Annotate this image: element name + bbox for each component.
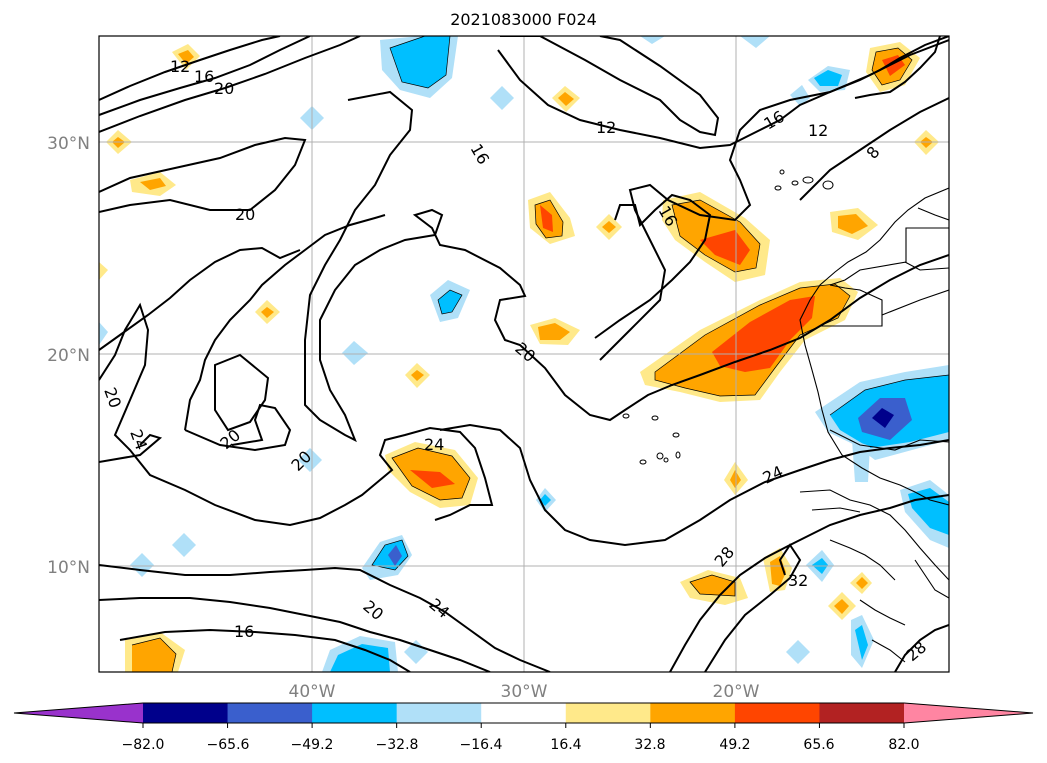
islands xyxy=(622,169,834,465)
contour-label: 16 xyxy=(234,622,254,641)
positive-anomaly-regions xyxy=(99,42,939,672)
colorbar-extend-low xyxy=(14,703,143,723)
colorbar: −82.0 −65.6 −49.2 −32.8 −16.4 16.4 32.8 … xyxy=(13,702,1034,753)
colorbar-ticks xyxy=(142,723,905,728)
lat-axis-labels: 30°N 20°N 10°N xyxy=(47,134,90,578)
lat-tick-label: 10°N xyxy=(47,558,90,578)
colorbar-segment xyxy=(481,703,567,723)
lon-tick-label: 30°W xyxy=(501,682,548,702)
contour-label: 20 xyxy=(214,79,234,98)
colorbar-tick-label: 49.2 xyxy=(719,737,750,753)
contour-label: 12 xyxy=(808,121,828,140)
contour-lines xyxy=(99,36,949,672)
negative-anomaly-regions xyxy=(99,36,949,672)
map-plot-area: 12 16 20 16 12 16 12 8 16 20 20 20 24 20… xyxy=(99,36,949,672)
colorbar-segment xyxy=(396,703,482,723)
lon-tick-label: 20°W xyxy=(713,682,760,702)
colorbar-tick-label: 82.0 xyxy=(888,737,919,753)
colorbar-extend-high xyxy=(904,703,1033,723)
colorbar-tick-label: 32.8 xyxy=(634,737,665,753)
colorbar-tick-labels: −82.0 −65.6 −49.2 −32.8 −16.4 16.4 32.8 … xyxy=(122,737,920,753)
coastlines xyxy=(799,187,949,663)
colorbar-segment xyxy=(565,703,651,723)
contour-label: 20 xyxy=(235,205,255,224)
colorbar-tick-label: −82.0 xyxy=(122,737,165,753)
colorbar-segment xyxy=(227,703,313,723)
map-frame xyxy=(98,35,950,673)
colorbar-segment xyxy=(312,703,398,723)
colorbar-tick-label: 65.6 xyxy=(803,737,834,753)
lat-tick-label: 20°N xyxy=(47,346,90,366)
colorbar-segments xyxy=(14,703,1033,723)
contour-label: 24 xyxy=(424,435,444,454)
lat-tick-label: 30°N xyxy=(47,134,90,154)
colorbar-segment xyxy=(734,703,820,723)
contour-label: 32 xyxy=(788,571,808,590)
colorbar-tick-label: −49.2 xyxy=(291,737,334,753)
colorbar-segment xyxy=(143,703,229,723)
contour-label: 12 xyxy=(170,57,190,76)
colorbar-tick-label: −65.6 xyxy=(207,737,250,753)
colorbar-tick-label: −16.4 xyxy=(460,737,503,753)
lon-tick-label: 40°W xyxy=(289,682,336,702)
contour-label: 16 xyxy=(194,67,214,86)
lon-axis-labels: 40°W 30°W 20°W xyxy=(289,682,760,702)
filled-anomaly-shading xyxy=(99,36,949,672)
colorbar-segment xyxy=(650,703,736,723)
colorbar-tick-label: 16.4 xyxy=(550,737,581,753)
contour-label: 12 xyxy=(596,118,616,137)
colorbar-segment xyxy=(819,703,905,723)
map-title: 2021083000 F024 xyxy=(450,10,597,29)
colorbar-tick-label: −32.8 xyxy=(376,737,419,753)
